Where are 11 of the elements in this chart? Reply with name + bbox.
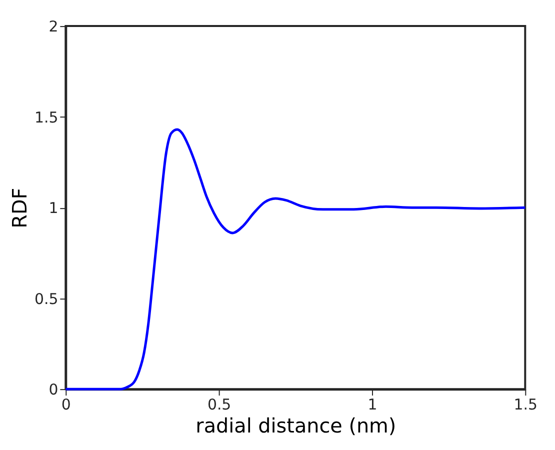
y-tick-label: 2 (48, 18, 58, 36)
x-tick-label: 0 (61, 395, 71, 414)
x-axis-title: radial distance (nm) (196, 414, 396, 438)
x-tick-label: 1.5 (514, 395, 538, 414)
y-axis-title: RDF (8, 188, 32, 228)
y-tick-label: 1 (48, 199, 58, 218)
y-tick-label: 1.5 (34, 108, 58, 126)
y-tick-label: 0 (48, 380, 58, 399)
x-tick-label: 1 (368, 395, 378, 414)
y-tick-label: 0.5 (34, 290, 58, 308)
x-tick-label: 0.5 (207, 395, 232, 414)
